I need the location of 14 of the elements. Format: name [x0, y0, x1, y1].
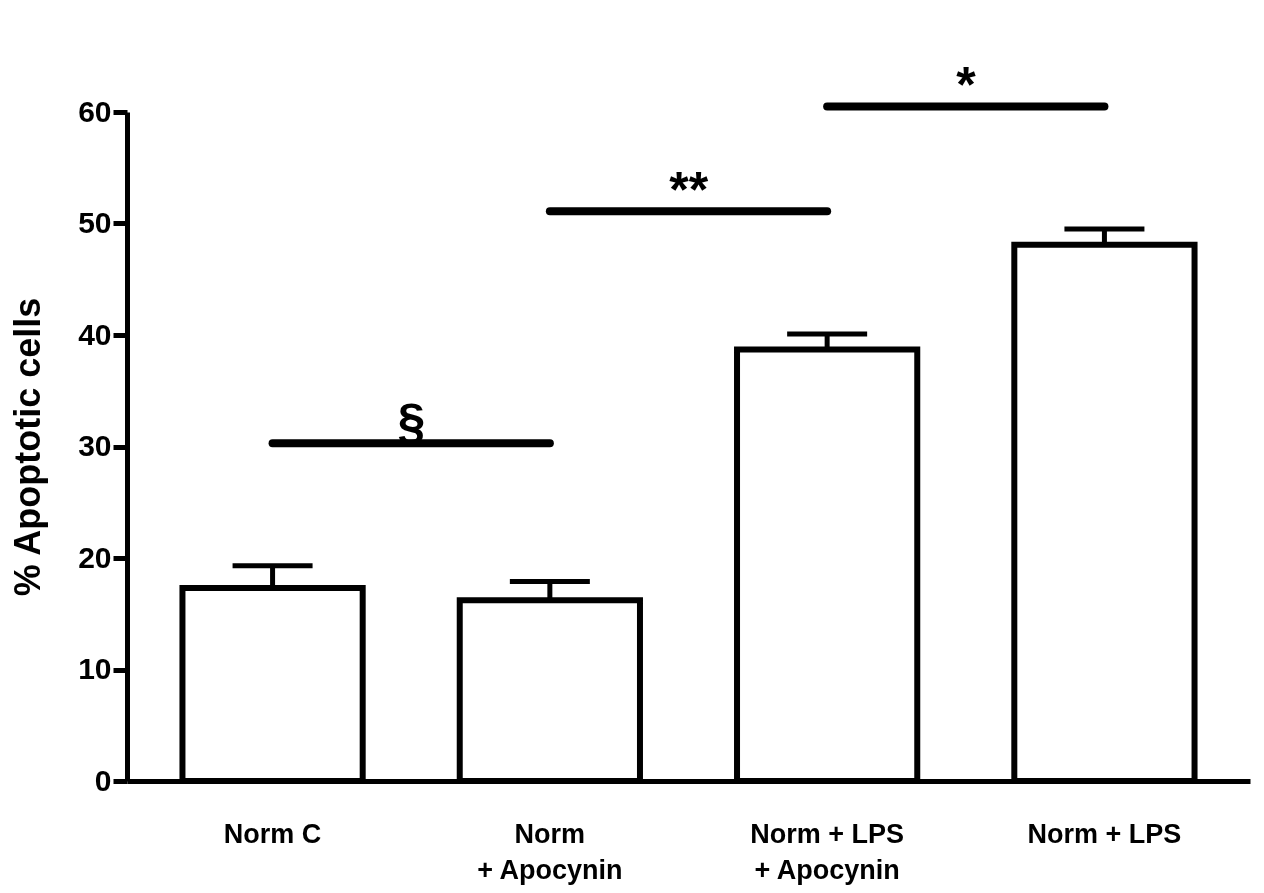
y-axis-title: % Apoptotic cells [7, 297, 49, 597]
y-tick-label: 20 [78, 540, 112, 574]
y-tick-label: 0 [94, 763, 112, 797]
y-tick-label: 30 [78, 429, 112, 462]
x-tick-label: Norm C [223, 818, 322, 849]
y-tick-label: 10 [78, 652, 112, 685]
x-tick-label: Norm + LPS [1027, 818, 1182, 849]
x-tick-label: Norm + Apocynin [477, 818, 623, 885]
annotation: ** [669, 162, 709, 219]
x-tick-label: Norm + LPS + Apocynin [750, 818, 905, 885]
y-tick-label: 60 [78, 94, 112, 128]
annotation: * [956, 57, 977, 114]
y-tick-label: 40 [78, 317, 112, 351]
y-tick-label: 50 [78, 206, 112, 239]
